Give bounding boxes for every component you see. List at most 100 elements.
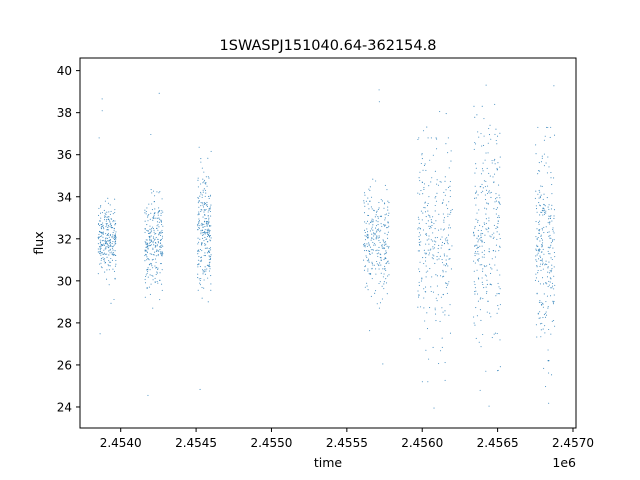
- data-point: [444, 362, 446, 364]
- data-point: [368, 243, 370, 245]
- data-point: [547, 246, 549, 248]
- data-point: [499, 245, 501, 247]
- data-point: [114, 278, 116, 280]
- data-point: [424, 252, 426, 254]
- data-point: [100, 247, 102, 249]
- data-point: [421, 158, 423, 160]
- data-point: [113, 270, 116, 272]
- data-point: [445, 204, 448, 206]
- data-point: [486, 167, 488, 169]
- data-point: [152, 258, 154, 260]
- data-point: [157, 214, 159, 216]
- data-point: [198, 227, 200, 229]
- data-point: [424, 163, 426, 165]
- data-point: [553, 209, 556, 211]
- data-point: [113, 235, 115, 237]
- data-point: [448, 201, 450, 203]
- data-point: [384, 219, 386, 221]
- data-point: [484, 266, 486, 268]
- data-point: [418, 241, 420, 243]
- data-point: [204, 266, 206, 268]
- data-point: [206, 222, 208, 224]
- data-point: [551, 240, 554, 242]
- data-point: [542, 328, 544, 330]
- data-point: [204, 273, 206, 275]
- data-point: [387, 200, 389, 202]
- data-point: [483, 180, 485, 182]
- data-point: [427, 137, 429, 139]
- data-point: [445, 282, 447, 285]
- data-point: [112, 246, 114, 248]
- data-point: [537, 193, 539, 195]
- data-point: [105, 233, 107, 235]
- data-point: [438, 258, 440, 260]
- data-point: [442, 213, 444, 215]
- data-point: [370, 239, 372, 241]
- data-point: [497, 220, 499, 222]
- data-point: [209, 194, 212, 196]
- data-point: [482, 187, 484, 189]
- data-point: [371, 221, 373, 223]
- data-point: [149, 241, 151, 243]
- data-point: [111, 247, 113, 249]
- data-point: [149, 263, 151, 265]
- data-point: [551, 282, 553, 284]
- data-point: [435, 148, 438, 150]
- data-point: [548, 235, 550, 237]
- data-point: [535, 248, 537, 250]
- data-point: [149, 232, 151, 234]
- data-point: [546, 126, 548, 128]
- data-point: [537, 252, 539, 254]
- data-point: [437, 229, 440, 231]
- data-point: [437, 294, 439, 296]
- data-point: [210, 240, 212, 242]
- data-point: [539, 170, 541, 172]
- data-point: [207, 301, 209, 303]
- data-point: [474, 197, 476, 199]
- data-point: [156, 272, 158, 274]
- data-point: [376, 229, 378, 231]
- data-point: [387, 231, 389, 233]
- data-point: [372, 224, 374, 226]
- data-point: [483, 118, 485, 120]
- data-point: [537, 280, 540, 282]
- data-point: [450, 268, 452, 270]
- data-point: [385, 250, 387, 252]
- data-point: [423, 307, 425, 309]
- data-point: [499, 366, 501, 368]
- data-point: [426, 126, 428, 128]
- data-point: [382, 276, 384, 278]
- data-point: [383, 207, 385, 209]
- data-point: [480, 297, 482, 299]
- data-point: [484, 199, 487, 201]
- data-point: [430, 137, 432, 139]
- data-point: [378, 101, 380, 103]
- data-point: [148, 232, 150, 235]
- data-point: [111, 251, 113, 253]
- data-point: [158, 226, 160, 228]
- data-point: [436, 300, 438, 302]
- data-point: [160, 238, 162, 241]
- data-point: [206, 247, 208, 249]
- data-point: [430, 221, 433, 223]
- data-point: [385, 282, 388, 284]
- data-point: [485, 370, 487, 372]
- data-point: [554, 325, 556, 327]
- data-point: [552, 227, 554, 229]
- data-point: [146, 239, 148, 241]
- data-point: [477, 241, 479, 243]
- data-point: [102, 236, 104, 238]
- data-point: [440, 228, 442, 230]
- data-point: [156, 244, 158, 246]
- data-point: [388, 202, 390, 204]
- data-point: [377, 221, 379, 223]
- data-point: [149, 274, 151, 276]
- data-point: [542, 268, 544, 270]
- data-point: [105, 220, 107, 222]
- data-point: [208, 259, 210, 261]
- data-point: [103, 260, 105, 262]
- data-point: [147, 248, 149, 250]
- data-point: [485, 180, 487, 182]
- data-point: [450, 211, 452, 214]
- data-point: [363, 212, 366, 214]
